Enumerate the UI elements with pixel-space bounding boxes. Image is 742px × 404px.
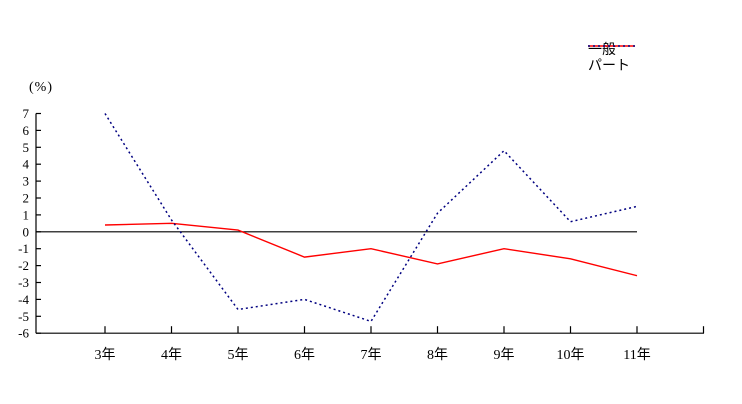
svg-text:3: 3	[23, 174, 30, 189]
svg-text:11年: 11年	[623, 347, 650, 363]
svg-text:10年: 10年	[557, 347, 585, 363]
axes	[35, 113, 704, 334]
svg-text:6: 6	[23, 123, 30, 138]
legend-dotted-line-icon	[588, 45, 635, 47]
svg-text:3年: 3年	[95, 347, 116, 363]
series-line-general	[104, 222, 638, 277]
series-line-part	[104, 113, 638, 323]
svg-text:9年: 9年	[494, 347, 515, 363]
svg-text:4: 4	[23, 157, 30, 172]
y-axis-unit-label: (%)	[29, 80, 53, 95]
x-axis-ticks: 3年 4年 5年 6年 7年 8年 9年 10年 11年	[95, 326, 705, 363]
svg-text:-2: -2	[18, 258, 29, 273]
svg-text:5: 5	[23, 140, 30, 155]
svg-text:-3: -3	[18, 275, 29, 290]
svg-text:7年: 7年	[361, 347, 382, 363]
svg-text:5年: 5年	[228, 347, 249, 363]
legend-item-part: パート	[588, 45, 635, 75]
svg-text:-4: -4	[18, 292, 29, 307]
svg-text:7: 7	[23, 106, 30, 121]
svg-text:0: 0	[23, 224, 30, 239]
svg-text:2: 2	[23, 191, 30, 206]
y-axis-ticks: 7 6 5 4 3 21 0 -1 -2 -3 -4 -5 -6	[18, 106, 41, 341]
svg-text:-5: -5	[18, 309, 29, 324]
legend-solid-line-icon	[588, 45, 635, 47]
legend-label-part: パート	[588, 59, 630, 74]
chart-legend: 一般 パート	[588, 43, 635, 75]
svg-text:1: 1	[23, 207, 30, 222]
svg-text:6年: 6年	[294, 347, 315, 363]
svg-text:-6: -6	[18, 326, 29, 341]
svg-text:8年: 8年	[427, 347, 448, 363]
svg-text:4年: 4年	[161, 347, 182, 363]
svg-text:-1: -1	[18, 241, 29, 256]
